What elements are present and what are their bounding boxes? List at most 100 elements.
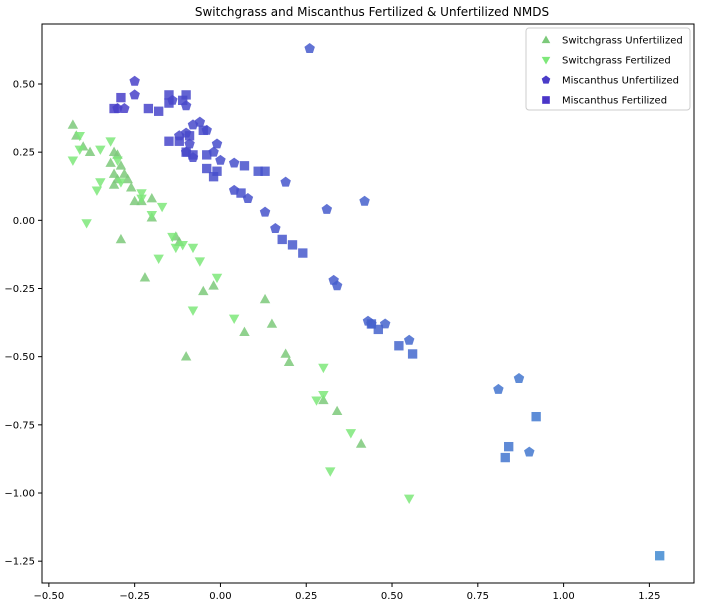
data-point (366, 319, 377, 329)
data-point (153, 106, 164, 116)
chart-title: Switchgrass and Miscanthus Fertilized & … (195, 5, 549, 19)
legend: Switchgrass Unfertilized Switchgrass Fert… (525, 27, 691, 111)
data-point (318, 363, 329, 374)
data-point (304, 43, 315, 53)
x-tick-label: −0.25 (119, 591, 150, 602)
series-switchgrass-unfertilized (67, 119, 367, 448)
data-point (91, 186, 103, 196)
data-point (153, 254, 164, 265)
data-point (95, 145, 106, 155)
legend-label: Switchgrass Unfertilized (562, 36, 683, 47)
data-point (109, 103, 119, 114)
data-point (178, 95, 188, 106)
data-point (403, 334, 415, 345)
data-point (280, 348, 291, 358)
data-point (355, 438, 367, 448)
data-point (184, 138, 195, 149)
data-point (298, 248, 308, 258)
y-tick-label: −0.25 (4, 284, 35, 295)
data-point (524, 446, 535, 457)
data-point (239, 326, 250, 336)
data-point (136, 194, 147, 205)
data-point (236, 188, 246, 198)
data-point (194, 116, 206, 127)
data-point (105, 157, 116, 167)
data-point (403, 494, 415, 504)
data-point (129, 75, 140, 86)
data-point (67, 119, 79, 129)
data-point (331, 405, 343, 416)
data-point (331, 280, 343, 291)
data-point (513, 372, 525, 383)
data-point (67, 156, 79, 166)
data-point (287, 240, 298, 250)
data-point (504, 441, 514, 452)
data-point (208, 172, 219, 182)
data-point (164, 90, 174, 100)
data-point (259, 206, 271, 217)
data-point (180, 351, 192, 361)
y-tick-label: 0.25 (13, 148, 35, 159)
data-point (187, 243, 199, 254)
data-point (208, 280, 219, 290)
legend-label: Miscanthus Unfertilized (562, 76, 679, 87)
x-tick-label: 0.25 (295, 591, 317, 602)
data-point (156, 202, 168, 213)
data-point (202, 150, 212, 160)
data-point (215, 154, 226, 165)
data-point (321, 203, 333, 214)
data-point (318, 390, 329, 401)
data-point (116, 92, 126, 103)
data-point (266, 318, 278, 328)
data-point (74, 131, 85, 142)
y-tick-label: −1.00 (4, 489, 35, 500)
data-point (655, 551, 665, 561)
data-point (212, 166, 222, 176)
plot-area-frame (41, 23, 695, 584)
data-point (115, 178, 127, 188)
data-point (81, 219, 92, 229)
data-point (345, 429, 357, 439)
data-point (181, 90, 191, 100)
y-tick-label: 0.50 (13, 79, 35, 90)
legend-label: Miscanthus Fertilized (562, 96, 667, 107)
data-point (253, 166, 263, 176)
data-point (184, 131, 195, 141)
y-tick-label: −1.25 (4, 557, 35, 568)
data-point (280, 176, 291, 187)
legend-marker (541, 75, 551, 84)
data-point (202, 163, 212, 174)
data-point (259, 293, 271, 304)
data-point (228, 157, 240, 168)
data-point (170, 243, 182, 254)
data-point (84, 146, 96, 157)
data-point (136, 189, 147, 199)
data-point (260, 166, 270, 176)
data-point (74, 145, 85, 155)
data-point (493, 383, 504, 394)
data-point (211, 138, 223, 149)
data-point (311, 396, 322, 406)
x-tick-label: 0.00 (209, 591, 231, 602)
data-point (119, 103, 130, 113)
data-point (95, 178, 106, 188)
data-point (198, 285, 209, 296)
data-point (125, 182, 137, 192)
legend-marker (542, 96, 550, 104)
data-point (143, 103, 154, 114)
data-point (139, 272, 151, 282)
y-tick-label: 0.00 (13, 216, 35, 227)
data-point (115, 160, 127, 170)
data-point (531, 411, 541, 422)
data-point (112, 149, 123, 159)
legend-box (525, 27, 691, 111)
data-point (188, 150, 198, 160)
data-point (129, 89, 140, 100)
data-point (359, 195, 370, 206)
data-point (277, 234, 287, 245)
data-point (325, 467, 336, 477)
data-point (177, 241, 188, 251)
data-point (164, 136, 174, 146)
data-point (211, 273, 223, 284)
